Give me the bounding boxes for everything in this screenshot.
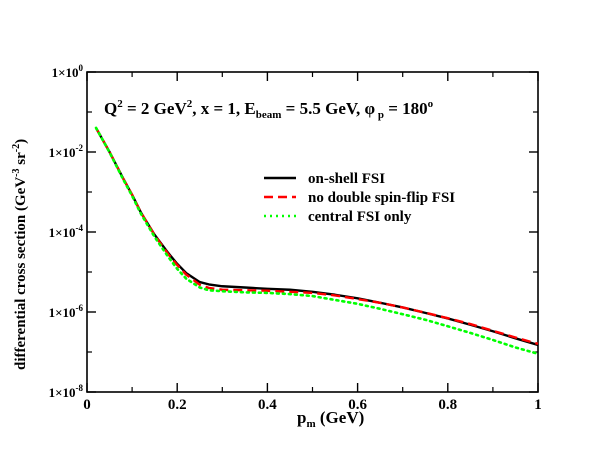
y-tick-label-0: 1×100 — [52, 63, 84, 80]
legend-entry-no-double-spin-flip: no double spin-flip FSI — [264, 190, 455, 206]
legend-entry-central: central FSI only — [264, 209, 412, 225]
y-tick-label-3: 1×10-6 — [49, 303, 84, 320]
x-tick-label-2: 0.4 — [258, 397, 277, 413]
legend-label-on-shell: on-shell FSI — [308, 171, 385, 187]
axis-ticks: 0 0.2 0.4 0.6 0.8 1 1×100 1×10-2 1×10-4 1×10-6 1×1… — [49, 63, 542, 413]
series-line-no-double-spin-flip-fsi — [94, 127, 539, 345]
y-tick-label-1: 1×10-2 — [49, 143, 84, 160]
x-tick-label-0: 0 — [83, 397, 91, 413]
series-line-central-fsi-only — [94, 126, 540, 356]
chart-title: Q2 = 2 GeV2, x = 1, Ebeam = 5.5 GeV, φ p… — [104, 98, 434, 121]
plot-frame — [86, 71, 539, 393]
y-tick-label-4: 1×10-8 — [49, 383, 84, 400]
legend-label-no-double-spin-flip: no double spin-flip FSI — [308, 190, 455, 206]
y-tick-label-2: 1×10-4 — [49, 223, 84, 240]
x-tick-label-5: 1 — [534, 397, 542, 413]
series-line-on-shell-fsi — [94, 127, 539, 347]
y-axis-label: differential cross section (GeV-3 sr-2) — [11, 139, 29, 370]
x-axis-label: pm (GeV) — [297, 408, 364, 430]
x-tick-label-3: 0.6 — [348, 397, 367, 413]
series-group — [94, 126, 540, 356]
legend: on-shell FSI no double spin-flip FSI cen… — [264, 171, 455, 225]
x-tick-label-4: 0.8 — [438, 397, 457, 413]
legend-label-central: central FSI only — [308, 209, 412, 225]
legend-entry-on-shell: on-shell FSI — [264, 171, 385, 187]
x-tick-label-1: 0.2 — [168, 397, 187, 413]
